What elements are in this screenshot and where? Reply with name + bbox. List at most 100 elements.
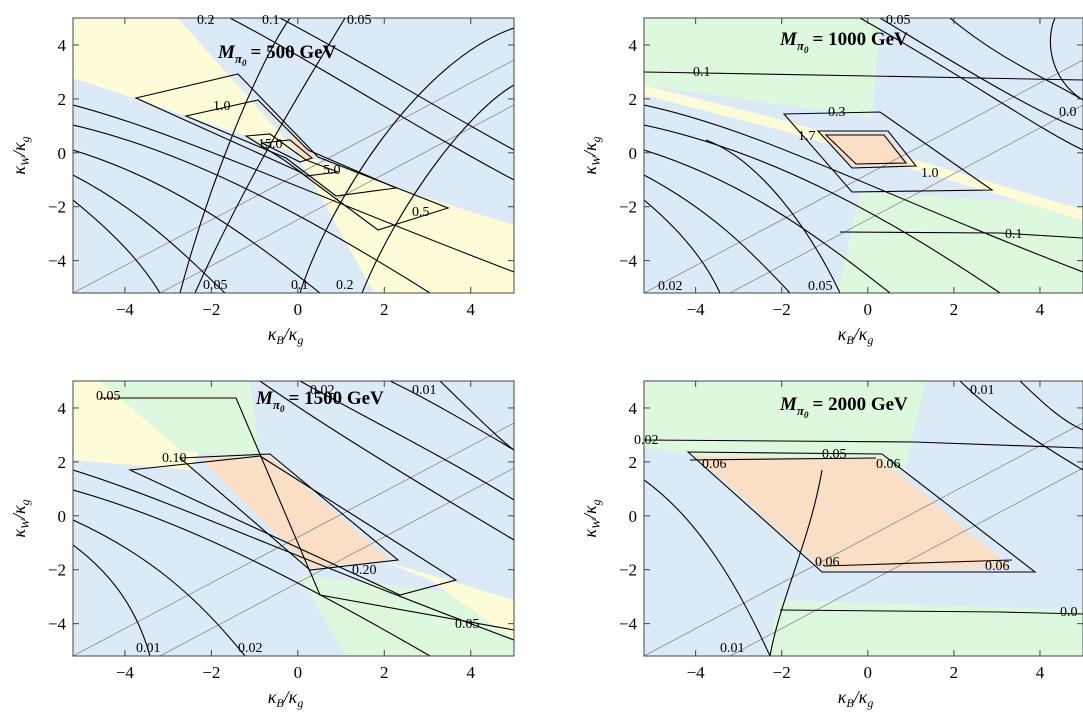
y-tick-label: 4 (629, 399, 638, 418)
y-tick-label: 2 (629, 90, 638, 109)
contours (73, 381, 514, 656)
panel-500 (73, 18, 514, 293)
x-tick-label: −4 (687, 663, 706, 682)
panel-500-labels: 0.2 0.1 0.05 1.0 15.0 5.0 0.5 0.05 0.1 0… (197, 13, 430, 293)
y-tick-label: 0 (629, 144, 638, 163)
contour-label: 0.02 (238, 641, 263, 656)
contour-label: 0.06 (702, 457, 727, 472)
contour-label: 0.01 (412, 383, 437, 398)
contour-label: 0.05 (808, 279, 833, 294)
x-tick-label: 4 (467, 300, 476, 319)
x-tick-label: 0 (294, 663, 303, 682)
region-green-upper (100, 381, 260, 460)
contour-label: 0.02 (310, 383, 335, 398)
region-green-lower (838, 192, 1083, 293)
panel-2000-labels: 0.01 0.02 0.05 0.06 0.06 0.06 0.06 0.0 0… (634, 383, 1078, 656)
x-tick-label: 4 (467, 663, 476, 682)
contour-label: 0.02 (634, 433, 659, 448)
x-tick-label: 2 (950, 663, 959, 682)
y-tick-label: −2 (48, 561, 66, 580)
contour-label: 0.02 (658, 279, 683, 294)
panel-title: Mπ0 = 1000 GeV (779, 29, 908, 55)
y-tick-label: 2 (58, 90, 67, 109)
region-green-upper (644, 381, 925, 470)
x-tick-label: −4 (687, 300, 706, 319)
contour-label: 0.05 (96, 389, 121, 404)
x-tick-label: −4 (116, 300, 135, 319)
panel-title: Mπ0 = 1500 GeV (255, 388, 384, 414)
x-tick-label: 4 (1036, 663, 1045, 682)
y-tick-label: −4 (48, 615, 67, 634)
y-tick-label: 0 (58, 144, 67, 163)
contour-label: 0.05 (822, 447, 847, 462)
contour-label: 1.0 (213, 99, 231, 114)
x-tick-label: 0 (864, 300, 873, 319)
panel-1500-labels: 0.05 0.02 0.01 0.10 0.20 0.01 0.02 0.05 … (96, 383, 480, 656)
y-tick-label: −2 (619, 561, 637, 580)
region-peach (695, 456, 1012, 570)
y-tick-label: 0 (629, 507, 638, 526)
x-tick-label: 2 (950, 300, 959, 319)
region-yellow-upper (73, 18, 205, 100)
contour-label: 0.1 (291, 278, 309, 293)
contours (644, 18, 1083, 293)
contour-label: 0.05 (886, 13, 911, 28)
region-peach (200, 456, 390, 568)
x-tick-label: 0 (864, 663, 873, 682)
contour-label: 0.1 (1005, 227, 1023, 242)
contour-label: 0.3 (828, 105, 846, 120)
y-tick-label: −4 (619, 252, 638, 271)
x-tick-label: 2 (380, 300, 389, 319)
region-green-upper (644, 18, 880, 118)
region-yellow-left (73, 381, 210, 470)
y-axis-label: κW/κg (9, 499, 32, 537)
region-green-lower (765, 600, 1083, 656)
y-tick-label: 4 (58, 399, 67, 418)
diagonal-lines (644, 422, 1083, 656)
x-tick-label: −2 (773, 663, 791, 682)
panel-title: Mπ0 = 2000 GeV (779, 394, 908, 420)
panel-1000-labels: 0.05 0.1 0.3 1.7 1.0 0.1 0.02 0.05 0.0 M… (658, 13, 1077, 294)
contour-label: 0.1 (693, 65, 711, 80)
contour-label: 1.7 (798, 129, 816, 144)
x-axis-label: κB/κg (838, 324, 874, 347)
contour-label: 0.2 (336, 278, 354, 293)
x-tick-label: 4 (1036, 300, 1045, 319)
contour-label: 0.5 (412, 205, 430, 220)
x-tick-label: −2 (202, 300, 220, 319)
y-tick-label: 0 (58, 507, 67, 526)
x-tick-label: −4 (116, 663, 135, 682)
y-axis-label: κW/κg (9, 136, 32, 174)
y-axis-label: κW/κg (580, 136, 603, 174)
region-yellow-right (380, 560, 514, 640)
contour-label: 15.0 (258, 137, 283, 152)
x-axis-label: κB/κg (268, 324, 304, 347)
x-tick-label: 0 (294, 300, 303, 319)
contour-label: 0.20 (352, 563, 377, 578)
y-tick-label: −4 (619, 615, 638, 634)
x-tick-label: −2 (773, 300, 791, 319)
axes-layer: −4 4 −2 2 0 0 2 −2 4 −4 κB/κg κW/κg −4 4 −2 2 0 0 2 −2 4 −4 κB… (9, 18, 1083, 710)
contour-label: 0.01 (720, 641, 745, 656)
contour-label: 0.10 (162, 451, 187, 466)
y-tick-label: 4 (629, 36, 638, 55)
panel-1000 (644, 18, 1083, 293)
contour-label: 0.0 (1059, 105, 1077, 120)
x-axis-label: κB/κg (838, 687, 874, 710)
contours (644, 381, 1083, 656)
y-tick-label: −2 (48, 198, 66, 217)
contour-label: 0.05 (455, 617, 480, 632)
x-tick-label: −2 (202, 663, 220, 682)
contour-label: 0.2 (197, 13, 215, 28)
contour-label: 0.06 (876, 457, 901, 472)
contour-label: 1.0 (921, 166, 939, 181)
y-tick-label: 4 (58, 36, 67, 55)
contour-label: 0.0 (1060, 605, 1078, 620)
y-tick-label: −2 (619, 198, 637, 217)
x-tick-label: 2 (380, 663, 389, 682)
panel-1500 (73, 381, 514, 656)
diagonal-lines (644, 59, 1083, 293)
contour-label: 0.1 (262, 13, 280, 28)
contour-label: 5.0 (323, 163, 341, 178)
diagonal-lines (73, 422, 514, 656)
